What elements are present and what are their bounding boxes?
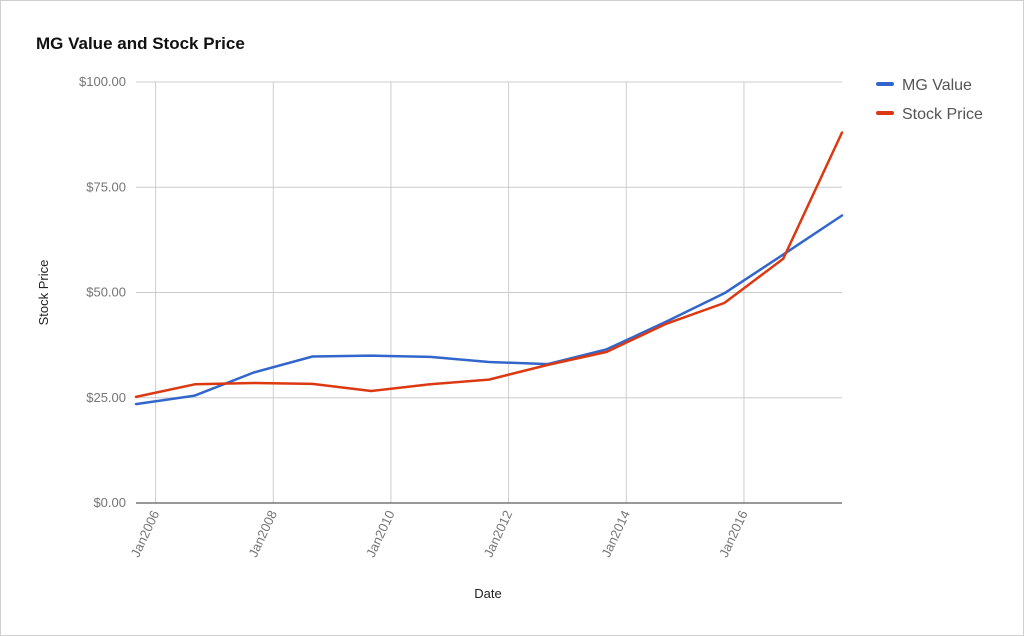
x-tick-label: Jan2014 bbox=[598, 508, 633, 560]
series-line-mg-value bbox=[134, 214, 844, 406]
chart-title: MG Value and Stock Price bbox=[36, 34, 245, 53]
x-tick-label: Jan2016 bbox=[716, 508, 751, 560]
y-axis-title: Stock Price bbox=[36, 260, 51, 326]
y-tick-label: $100.00 bbox=[79, 74, 126, 89]
legend: MG Value Stock Price bbox=[876, 77, 983, 123]
legend-label-mg-value: MG Value bbox=[902, 77, 972, 94]
series-lines bbox=[134, 131, 844, 406]
y-tick-label: $50.00 bbox=[86, 285, 126, 300]
x-axis-title: Date bbox=[474, 586, 501, 601]
x-tick-label: Jan2010 bbox=[363, 508, 398, 560]
y-axis-ticks: $0.00 $25.00 $50.00 $75.00 $100.00 bbox=[79, 74, 126, 510]
y-tick-label: $25.00 bbox=[86, 390, 126, 405]
y-tick-label: $0.00 bbox=[93, 495, 126, 510]
x-axis-ticks: Jan2006 Jan2008 Jan2010 Jan2012 Jan2014 Jan20… bbox=[128, 508, 751, 560]
series-line-stock-price bbox=[134, 131, 844, 399]
x-tick-label: Jan2006 bbox=[128, 508, 163, 560]
y-tick-label: $75.00 bbox=[86, 179, 126, 194]
x-tick-label: Jan2012 bbox=[481, 508, 516, 560]
legend-label-stock-price: Stock Price bbox=[902, 106, 983, 123]
x-tick-label: Jan2008 bbox=[245, 508, 280, 560]
grid-lines bbox=[136, 81, 842, 503]
